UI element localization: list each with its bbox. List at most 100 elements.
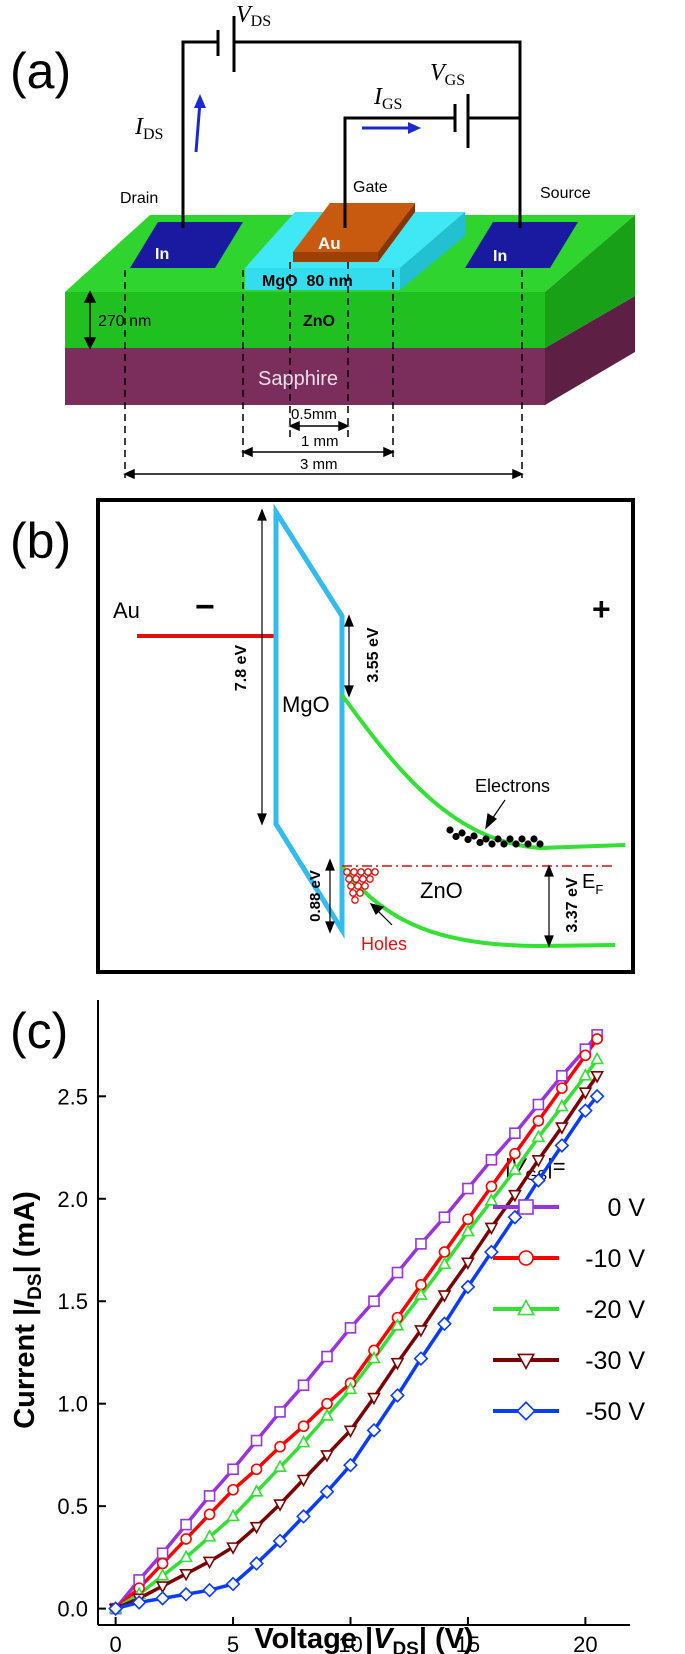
hole — [366, 875, 374, 883]
marker — [321, 1350, 333, 1363]
subscript: GS — [382, 96, 402, 113]
marker — [516, 1298, 536, 1316]
mgo-band — [273, 503, 345, 939]
marker — [155, 1581, 170, 1594]
marker — [531, 1172, 546, 1188]
legend-label: -10 V — [585, 1245, 645, 1273]
marker — [531, 1129, 546, 1143]
semiconductor-label: ZnO — [420, 878, 463, 903]
hole — [345, 875, 353, 883]
marker — [485, 1180, 498, 1193]
marker — [414, 1325, 428, 1338]
hole — [371, 868, 379, 876]
series-line — [114, 1058, 599, 1611]
source-label: Source — [540, 185, 591, 202]
dim-label: 0.5mm — [291, 406, 337, 423]
axis-title-part: | (V) — [419, 1623, 474, 1654]
frame — [96, 498, 635, 974]
x-tick-label: 5 — [227, 1632, 239, 1654]
marker — [108, 1601, 123, 1616]
marker — [156, 1547, 169, 1560]
dimension-guides — [124, 262, 523, 478]
marker — [155, 1590, 170, 1606]
marker — [297, 1420, 310, 1433]
marker — [391, 1266, 404, 1279]
electron — [524, 840, 532, 848]
electron — [458, 829, 466, 837]
y-tick-label: 2.0 — [57, 1187, 88, 1212]
hole — [357, 868, 365, 876]
electron — [482, 835, 490, 843]
arrowhead — [325, 858, 335, 871]
marker — [320, 1408, 334, 1421]
arrowhead — [241, 446, 253, 458]
marker — [578, 1087, 593, 1100]
panel-a: (a) — [10, 2, 635, 480]
igs-label: IGS — [373, 84, 402, 113]
ids-label: IDS — [134, 114, 163, 143]
marker — [202, 1529, 217, 1542]
hole — [352, 875, 360, 883]
polarity-label: + — [592, 591, 611, 627]
marker — [180, 1518, 192, 1531]
arrowhead — [83, 290, 97, 303]
panel-b: (b) Au − + 7.8 eV 3.55 — [10, 498, 635, 974]
subscript: DS — [251, 13, 271, 30]
marker — [227, 1463, 239, 1476]
hole — [359, 875, 367, 883]
holes-label: Holes — [361, 934, 407, 954]
polarity-label: − — [195, 588, 215, 626]
marker — [249, 1556, 264, 1571]
wire — [181, 40, 218, 228]
subscript: DS — [143, 126, 163, 143]
source-pad — [465, 222, 578, 268]
axis-title-part: I — [9, 1299, 41, 1308]
marker — [484, 1222, 499, 1236]
marker — [516, 1401, 536, 1421]
marker — [438, 1211, 451, 1224]
marker — [577, 1103, 593, 1119]
marker — [507, 1209, 523, 1225]
marker — [414, 1287, 428, 1300]
gate-side — [378, 203, 415, 262]
marker — [532, 1115, 545, 1127]
arrowhead — [344, 614, 354, 627]
marker — [438, 1246, 451, 1258]
marker — [179, 1549, 193, 1563]
substrate — [65, 348, 545, 405]
arrowhead — [512, 468, 524, 480]
hole — [343, 868, 351, 876]
arrowhead — [344, 685, 354, 698]
fermi-label: EF — [582, 871, 603, 897]
marker — [462, 1213, 474, 1226]
legend-label: -20 V — [585, 1296, 645, 1324]
panel-label: (b) — [10, 513, 71, 569]
marker — [590, 1051, 604, 1065]
gate-front — [293, 252, 378, 262]
gate-metal-label: Au — [318, 234, 341, 253]
metal-label: Au — [113, 598, 140, 623]
hole — [356, 889, 364, 897]
marker — [226, 1542, 240, 1555]
energy-label: 0.88 eV — [307, 870, 324, 922]
series-line — [115, 1095, 599, 1611]
electron — [530, 835, 538, 843]
dim-label: 3 mm — [300, 456, 338, 473]
zno-side — [545, 215, 635, 348]
marker — [343, 1425, 358, 1438]
marker — [250, 1434, 263, 1447]
arrowhead — [325, 921, 335, 934]
y-tick-label: 0.0 — [57, 1597, 88, 1622]
marker — [413, 1351, 429, 1366]
marker — [367, 1350, 381, 1364]
marker — [297, 1379, 310, 1392]
arrowhead — [257, 508, 267, 521]
marker — [343, 1457, 358, 1473]
arrowhead — [485, 813, 497, 830]
subscript: F — [595, 882, 603, 897]
pad-label: In — [155, 246, 169, 263]
arrowhead — [257, 813, 267, 826]
marker — [555, 1098, 569, 1112]
electron — [470, 832, 478, 840]
arrowhead — [544, 935, 554, 948]
